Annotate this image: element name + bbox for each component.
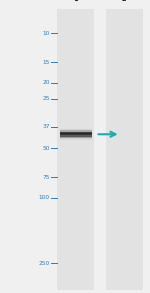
Text: 250: 250: [39, 261, 50, 266]
Text: 1: 1: [73, 0, 78, 3]
Text: 100: 100: [39, 195, 50, 200]
Bar: [60, 134, 92, 135]
Text: 15: 15: [43, 60, 50, 65]
Bar: [60, 138, 92, 139]
Bar: [60, 137, 92, 138]
Text: 10: 10: [43, 31, 50, 36]
Bar: [106, 9, 143, 290]
Bar: [60, 130, 92, 131]
Bar: [60, 133, 92, 134]
Bar: [60, 129, 92, 130]
Bar: [60, 130, 92, 131]
Text: 25: 25: [42, 96, 50, 101]
Text: 2: 2: [122, 0, 127, 3]
Text: 50: 50: [42, 146, 50, 151]
Bar: [60, 137, 92, 138]
Text: 37: 37: [42, 125, 50, 130]
Bar: [57, 9, 94, 290]
Text: 20: 20: [42, 81, 50, 86]
Bar: [60, 139, 92, 140]
Bar: [60, 136, 92, 137]
Bar: [60, 136, 92, 137]
Bar: [60, 135, 92, 136]
Bar: [60, 132, 92, 133]
Text: 75: 75: [42, 175, 50, 180]
Bar: [60, 131, 92, 132]
Bar: [60, 133, 92, 134]
Bar: [60, 134, 92, 135]
